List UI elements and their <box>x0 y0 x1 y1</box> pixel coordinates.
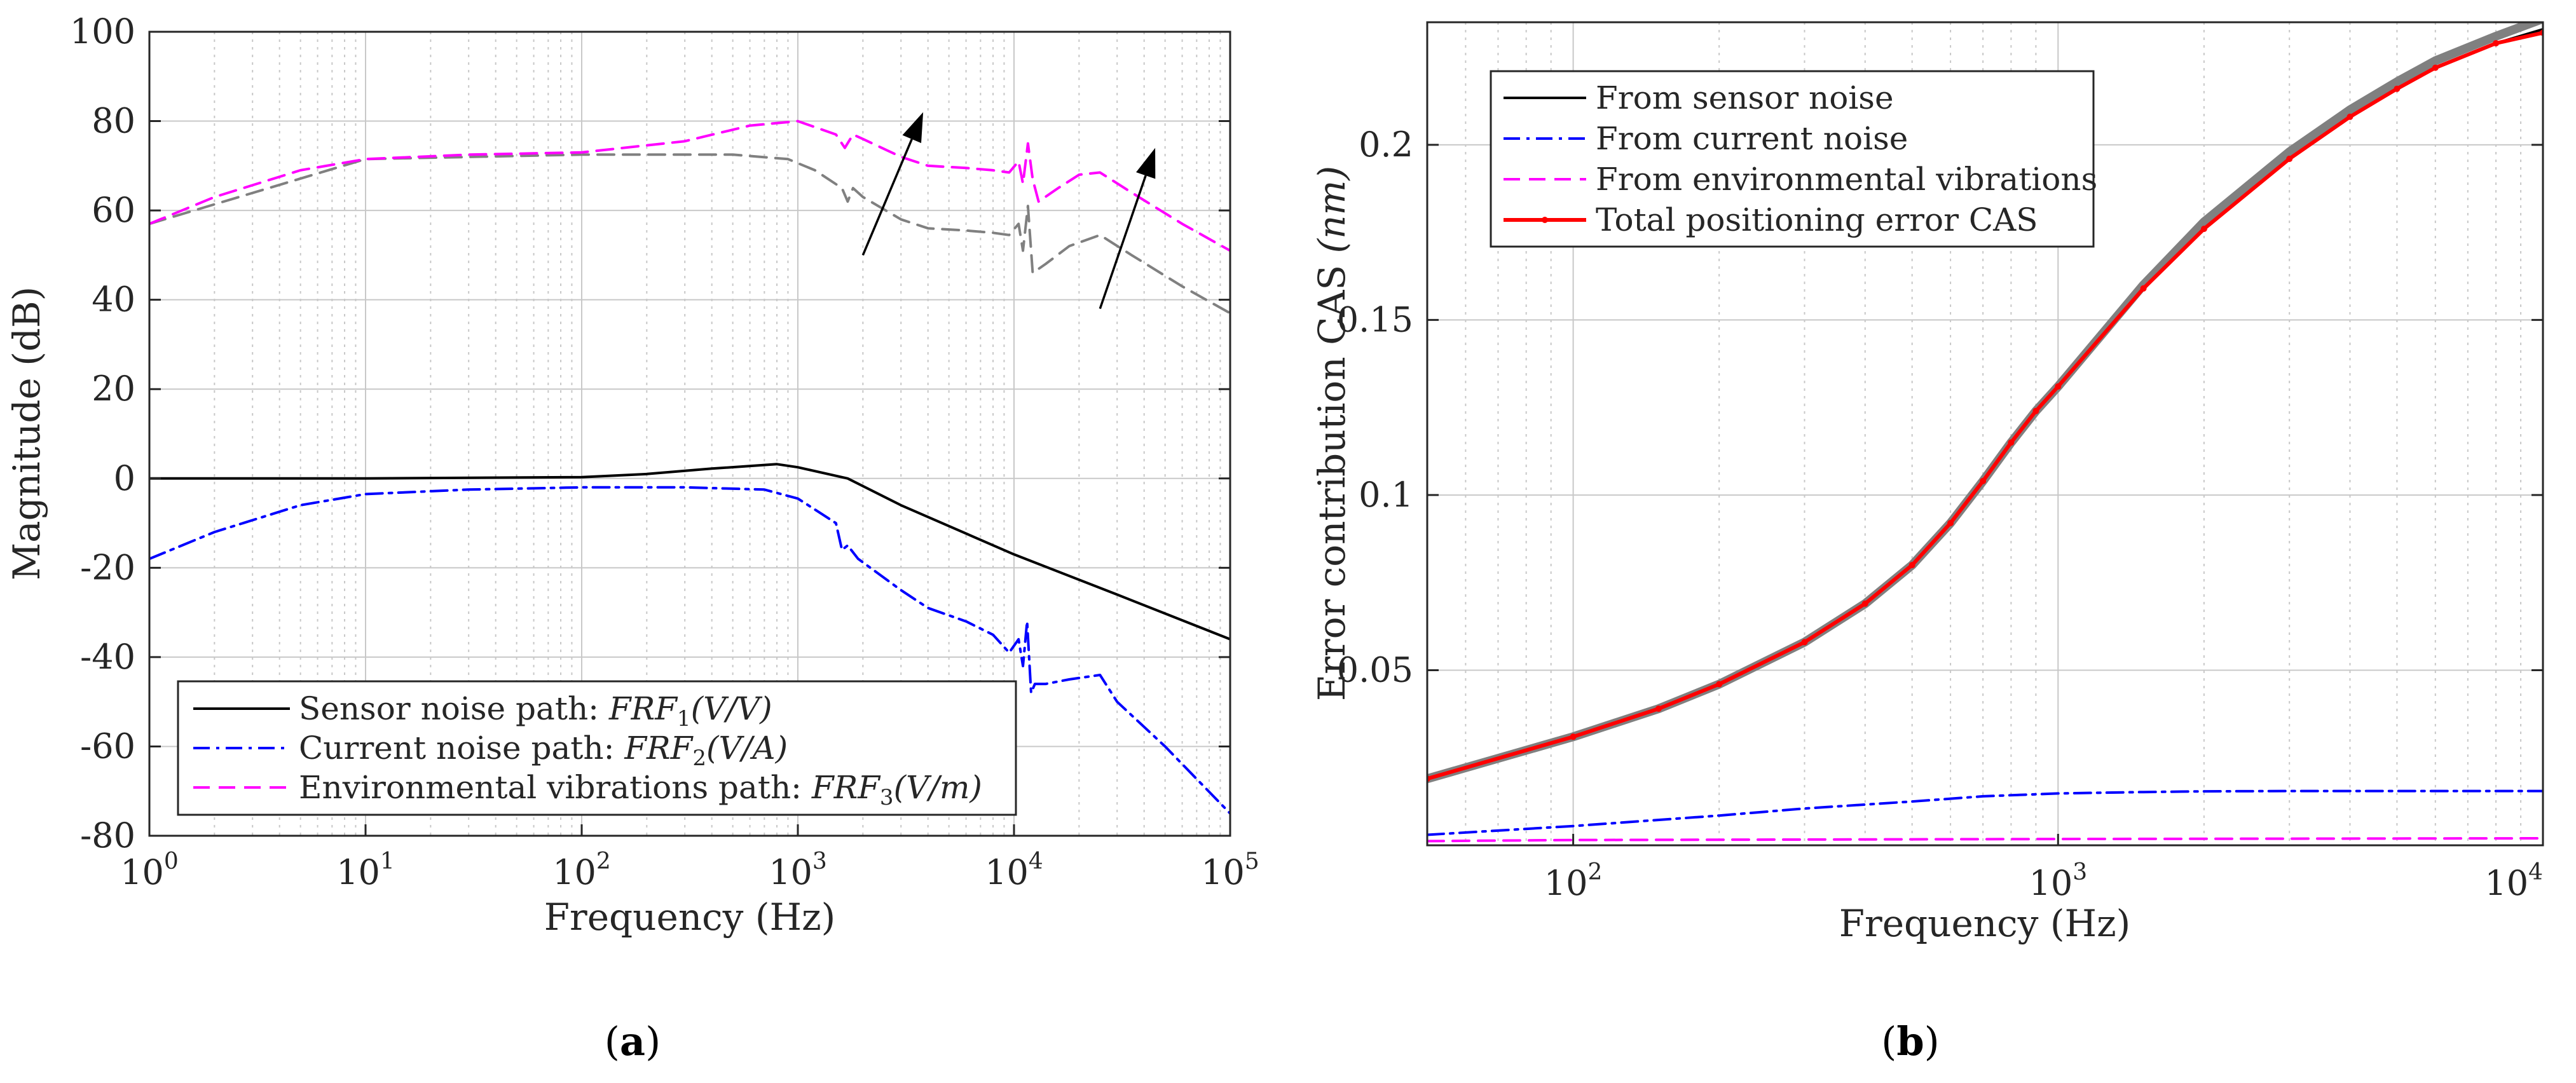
legend-box-a <box>177 680 1017 816</box>
x-tick-label-b: 104 <box>2484 859 2543 903</box>
y-tick-label-a: 100 <box>70 11 135 51</box>
legend-b: From sensor noise From current noise From … <box>1490 70 2097 248</box>
total-marker-b <box>1980 477 1987 484</box>
y-axis-label-b: Error contribution CAS (nm) <box>1310 166 1353 701</box>
arrow-shaft-0 <box>861 139 913 256</box>
total-marker-b <box>1908 562 1915 569</box>
ticks-a: -80 -60 -40 -20 0 20 40 60 80 100 100 101 102 103 104 1… <box>70 11 1259 892</box>
total-marker-b <box>2008 439 2015 446</box>
total-marker-b <box>2055 383 2062 390</box>
legend-entry-current-a: Current noise path: FRF2(V/A) <box>299 730 788 771</box>
legend-entry-current-b: From current noise <box>1596 120 1908 157</box>
y-tick-label-a: 60 <box>92 190 135 230</box>
series-line-sensor-a <box>149 463 1230 641</box>
series-group-a <box>149 119 1230 815</box>
total-marker-b <box>1801 639 1808 646</box>
y-tick-label-a: -80 <box>80 815 135 855</box>
total-marker-b <box>1655 705 1662 712</box>
legend-entry-environment-b: From environmental vibrations <box>1596 161 2097 198</box>
total-marker-b <box>2432 64 2439 71</box>
total-marker-b <box>2394 85 2401 92</box>
chart-panel-a: -80 -60 -40 -20 0 20 40 60 80 100 100 101 102 103 104 1… <box>5 11 1259 1065</box>
x-tick-label-a: 105 <box>1201 848 1259 892</box>
x-tick-label-b: 102 <box>1544 859 1603 903</box>
axes-frame-b <box>1426 21 2544 847</box>
x-tick-label-a: 102 <box>552 848 611 892</box>
series-line-current-b <box>1427 789 2543 836</box>
legend-entry-sensor-a: Sensor noise path: FRF1(V/V) <box>299 690 772 732</box>
x-tick-label-a: 101 <box>336 848 395 892</box>
legend-marker-total-b <box>1542 217 1548 223</box>
ticks-b: 0.05 0.1 0.15 0.2 102 103 104 <box>1337 125 2544 903</box>
y-tick-label-a: -20 <box>80 547 135 587</box>
x-axis-label-b: Frequency (Hz) <box>1839 902 2131 945</box>
legend-box-b <box>1490 70 2095 248</box>
y-tick-label-a: 40 <box>92 280 135 320</box>
total-marker-b <box>2346 113 2353 120</box>
x-tick-label-a: 104 <box>985 848 1043 892</box>
total-marker-b <box>2032 407 2039 414</box>
y-tick-label-b: 0.2 <box>1359 125 1413 165</box>
y-tick-label-b: 0.05 <box>1337 650 1413 690</box>
x-axis-label-a: Frequency (Hz) <box>544 896 836 939</box>
y-tick-label-a: -40 <box>80 637 135 677</box>
y-tick-label-a: -60 <box>80 726 135 766</box>
series-group-b <box>1427 22 2543 843</box>
series-line-environment-a <box>149 119 1230 252</box>
series-line-total-b <box>1427 31 2543 781</box>
panel-label-a: (a) <box>605 1018 661 1065</box>
total-marker-b <box>1861 600 1868 607</box>
total-marker-b <box>2286 155 2293 162</box>
total-marker-b <box>1947 520 1954 527</box>
y-axis-label-a: Magnitude (dB) <box>5 287 48 581</box>
arrow-head-0 <box>902 112 924 144</box>
series-line-environment-b <box>1427 837 2543 843</box>
total-marker-b <box>1570 733 1577 740</box>
total-marker-b <box>2200 226 2207 233</box>
y-tick-label-b: 0.1 <box>1359 475 1413 515</box>
x-tick-label-a: 100 <box>120 848 179 892</box>
legend-entry-total-b: Total positioning error CAS <box>1596 201 2038 238</box>
legend-entry-environment-a: Environmental vibrations path: FRF3(V/m) <box>299 769 982 810</box>
y-tick-label-a: 80 <box>92 101 135 141</box>
series-line-current-a <box>149 486 1230 815</box>
total-marker-b <box>2493 40 2500 47</box>
panel-label-b: (b) <box>1881 1018 1940 1065</box>
legend-entry-sensor-b: From sensor noise <box>1596 79 1894 116</box>
y-tick-label-a: 20 <box>92 369 135 409</box>
y-tick-label-a: 0 <box>114 458 135 498</box>
arrow-head-1 <box>1136 147 1156 179</box>
arrows-a <box>861 112 1156 310</box>
total-marker-b <box>1716 681 1723 688</box>
legend-a: Sensor noise path: FRF1(V/V)Current nois… <box>177 680 1017 816</box>
x-tick-label-a: 103 <box>769 848 827 892</box>
series-line-reference-a <box>149 153 1230 315</box>
axes-frame-a <box>148 31 1231 837</box>
total-marker-b <box>2140 285 2147 292</box>
chart-panel-b: 0.05 0.1 0.15 0.2 102 103 104 Frequency (Hz) E… <box>1310 21 2544 1065</box>
x-tick-label-b: 103 <box>2029 859 2087 903</box>
y-tick-label-b: 0.15 <box>1337 299 1413 339</box>
arrow-shaft-1 <box>1099 175 1147 310</box>
